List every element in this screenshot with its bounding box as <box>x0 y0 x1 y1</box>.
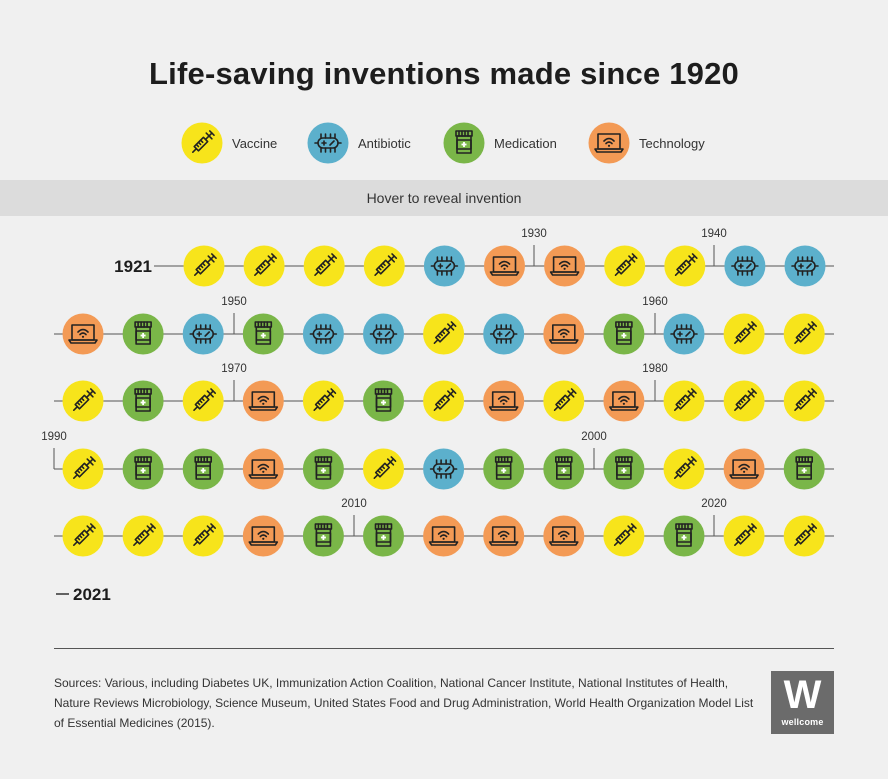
laptop-icon[interactable] <box>62 313 104 355</box>
legend-item-medication: Medication <box>443 121 557 165</box>
pill-bottle-icon[interactable] <box>363 515 404 557</box>
legend-label-vaccine: Vaccine <box>232 135 278 151</box>
syringe-icon[interactable] <box>783 515 825 557</box>
syringe-icon[interactable] <box>183 245 225 287</box>
laptop-icon[interactable] <box>242 515 284 557</box>
end-year-label: 2021 <box>73 585 111 604</box>
pill-bottle-icon <box>443 122 485 164</box>
syringe-icon[interactable] <box>603 515 645 557</box>
bacteria-icon[interactable] <box>363 313 404 355</box>
footer-divider <box>54 648 834 649</box>
pill-bottle-icon[interactable] <box>483 448 525 490</box>
syringe-icon[interactable] <box>723 380 765 422</box>
decade-label: 1990 <box>41 431 67 443</box>
bacteria-icon[interactable] <box>784 245 826 287</box>
hover-hint: Hover to reveal invention <box>0 180 888 216</box>
laptop-icon[interactable] <box>483 380 525 422</box>
laptop-icon[interactable] <box>242 448 284 490</box>
syringe-icon[interactable] <box>723 313 765 355</box>
pill-bottle-icon[interactable] <box>783 448 825 490</box>
syringe-icon[interactable] <box>302 380 344 422</box>
decade-label: 1950 <box>221 296 247 308</box>
legend-label-medication: Medication <box>494 135 557 151</box>
laptop-icon[interactable] <box>544 245 586 287</box>
legend-item-antibiotic: Antibiotic <box>307 121 411 165</box>
legend-label-antibiotic: Antibiotic <box>358 135 411 151</box>
decade-label: 1980 <box>642 363 668 375</box>
laptop-icon[interactable] <box>543 313 585 355</box>
pill-bottle-icon[interactable] <box>363 380 404 422</box>
laptop-icon[interactable] <box>423 515 465 557</box>
pill-bottle-icon[interactable] <box>302 448 344 490</box>
decade-label: 2020 <box>701 498 727 510</box>
decade-label: 1940 <box>701 228 727 240</box>
logo-letter: W <box>783 673 822 717</box>
laptop-icon <box>588 122 630 164</box>
pill-bottle-icon[interactable] <box>663 515 705 557</box>
pill-bottle-icon[interactable] <box>182 448 224 490</box>
syringe-icon[interactable] <box>604 245 646 287</box>
syringe-icon[interactable] <box>783 380 825 422</box>
decade-label: 2000 <box>581 431 607 443</box>
syringe-icon[interactable] <box>182 515 224 557</box>
logo-word: wellcome <box>781 717 824 727</box>
syringe-icon[interactable] <box>423 380 465 422</box>
syringe-icon[interactable] <box>122 515 164 557</box>
pill-bottle-icon[interactable] <box>543 448 585 490</box>
pill-bottle-icon[interactable] <box>603 313 645 355</box>
syringe-icon[interactable] <box>363 448 404 490</box>
syringe-icon[interactable] <box>664 245 706 287</box>
syringe-icon[interactable] <box>62 448 104 490</box>
pill-bottle-icon[interactable] <box>603 448 645 490</box>
bacteria-icon[interactable] <box>663 313 705 355</box>
wellcome-logo: W wellcome <box>771 671 834 734</box>
bacteria-icon[interactable] <box>302 313 344 355</box>
laptop-icon[interactable] <box>543 515 585 557</box>
syringe-icon[interactable] <box>62 380 104 422</box>
bacteria-icon[interactable] <box>483 313 525 355</box>
syringe-icon[interactable] <box>543 380 585 422</box>
syringe-icon[interactable] <box>663 448 705 490</box>
syringe-icon[interactable] <box>182 380 224 422</box>
bacteria-icon[interactable] <box>182 313 224 355</box>
syringe-icon[interactable] <box>363 245 405 287</box>
legend-item-vaccine: Vaccine <box>181 121 277 165</box>
decade-label: 1930 <box>521 228 547 240</box>
legend-label-technology: Technology <box>639 135 705 151</box>
chart-title: Life-saving inventions made since 1920 <box>149 56 739 91</box>
pill-bottle-icon[interactable] <box>122 448 164 490</box>
laptop-icon[interactable] <box>723 448 765 490</box>
laptop-icon[interactable] <box>484 245 525 287</box>
bacteria-icon[interactable] <box>423 245 465 287</box>
bacteria-icon[interactable] <box>724 245 766 287</box>
syringe-icon[interactable] <box>243 245 285 287</box>
laptop-icon[interactable] <box>603 380 645 422</box>
syringe-icon <box>181 122 223 164</box>
pill-bottle-icon[interactable] <box>242 313 284 355</box>
pill-bottle-icon[interactable] <box>302 515 344 557</box>
legend-item-technology: Technology <box>588 121 705 165</box>
syringe-icon[interactable] <box>723 515 765 557</box>
legend: Vaccine Antibiotic Medication Technology <box>0 121 888 165</box>
pill-bottle-icon[interactable] <box>122 380 164 422</box>
syringe-icon[interactable] <box>783 313 825 355</box>
syringe-icon[interactable] <box>303 245 345 287</box>
syringe-icon[interactable] <box>663 380 705 422</box>
bacteria-icon[interactable] <box>423 448 465 490</box>
pill-bottle-icon[interactable] <box>122 313 164 355</box>
start-year-label: 1921 <box>114 257 152 276</box>
sources-text: Sources: Various, including Diabetes UK,… <box>54 676 754 730</box>
bacteria-icon <box>307 122 349 164</box>
syringe-icon[interactable] <box>423 313 465 355</box>
syringe-icon[interactable] <box>62 515 104 557</box>
laptop-icon[interactable] <box>242 380 284 422</box>
decade-label: 1970 <box>221 363 247 375</box>
laptop-icon[interactable] <box>483 515 525 557</box>
decade-label: 2010 <box>341 498 367 510</box>
decade-label: 1960 <box>642 296 668 308</box>
